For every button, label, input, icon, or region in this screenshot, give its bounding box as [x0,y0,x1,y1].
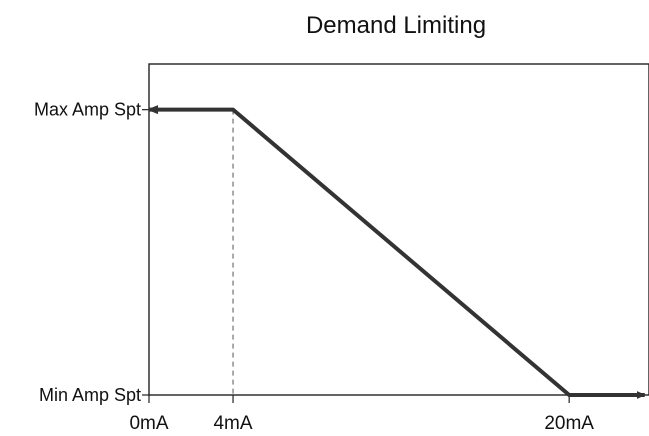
y-tick-label: Min Amp Spt [39,385,141,405]
x-tick-label: 0mA [129,413,168,434]
start-arrow [147,105,158,115]
series-line [149,107,646,399]
x-tick-label: 4mA [213,413,252,434]
series-lines [147,105,646,399]
y-tick-label: Max Amp Spt [34,100,141,120]
x-ticks: 0mA 4mA 20mA [129,395,594,434]
x-tick-label: 20mA [544,413,594,434]
series-point [232,109,234,111]
plot-frame [148,63,649,396]
series-point [644,394,646,396]
y-ticks: Min Amp Spt Max Amp Spt [34,100,149,405]
chart-title: Demand Limiting [306,12,486,39]
series-point [568,394,570,396]
